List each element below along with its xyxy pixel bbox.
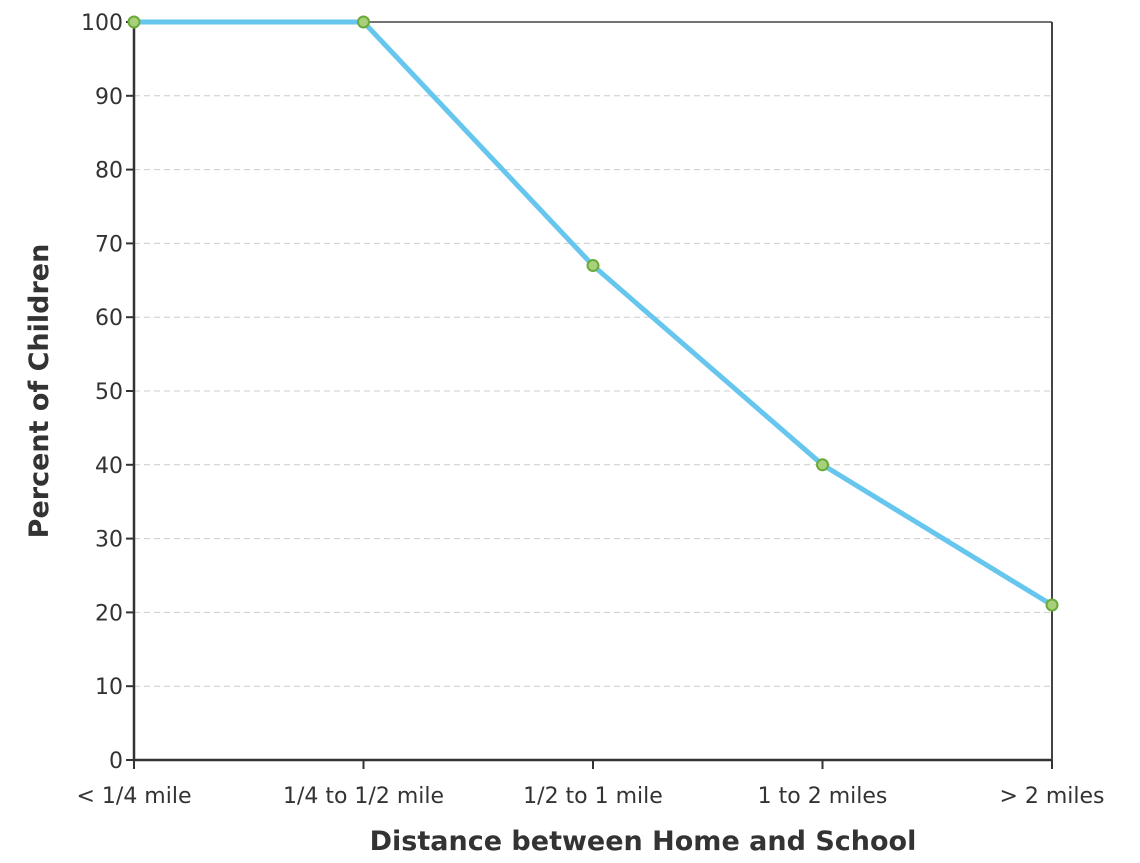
x-tick-label: > 2 miles	[999, 784, 1104, 809]
y-tick-label: 100	[81, 11, 123, 36]
data-point	[586, 259, 600, 273]
data-point	[127, 15, 141, 29]
y-tick-label: 10	[95, 675, 123, 700]
series-line	[131, 19, 1055, 608]
data-point	[357, 15, 370, 29]
x-tick-label: < 1/4 mile	[76, 784, 191, 809]
x-tick-label: 1 to 2 miles	[758, 784, 888, 809]
series-group	[127, 15, 1059, 612]
y-tick-label: 20	[95, 601, 123, 626]
x-tick-label: 1/4 to 1/2 mile	[283, 784, 444, 809]
x-axis-ticks: < 1/4 mile 1/4 to 1/2 mile 1/2 to 1 mile 1 …	[76, 760, 1105, 809]
y-tick-label: 50	[95, 380, 123, 405]
y-tick-label: 40	[95, 454, 123, 479]
y-axis-ticks: 0 10 20 30 40 50 60 70 80 90 100	[81, 11, 134, 774]
x-axis-title: Distance between Home and School	[370, 826, 917, 857]
grid-lines	[134, 95, 1052, 687]
x-tick-label: 1/2 to 1 mile	[523, 784, 663, 809]
y-axis-title: Percent of Children	[24, 244, 55, 539]
data-point	[816, 458, 829, 472]
y-tick-label: 0	[109, 749, 123, 774]
y-tick-label: 30	[95, 528, 123, 553]
y-tick-label: 80	[95, 159, 123, 184]
y-tick-label: 70	[95, 232, 123, 257]
y-tick-label: 60	[95, 306, 123, 331]
y-tick-label: 90	[95, 85, 123, 110]
data-point	[1045, 598, 1059, 612]
